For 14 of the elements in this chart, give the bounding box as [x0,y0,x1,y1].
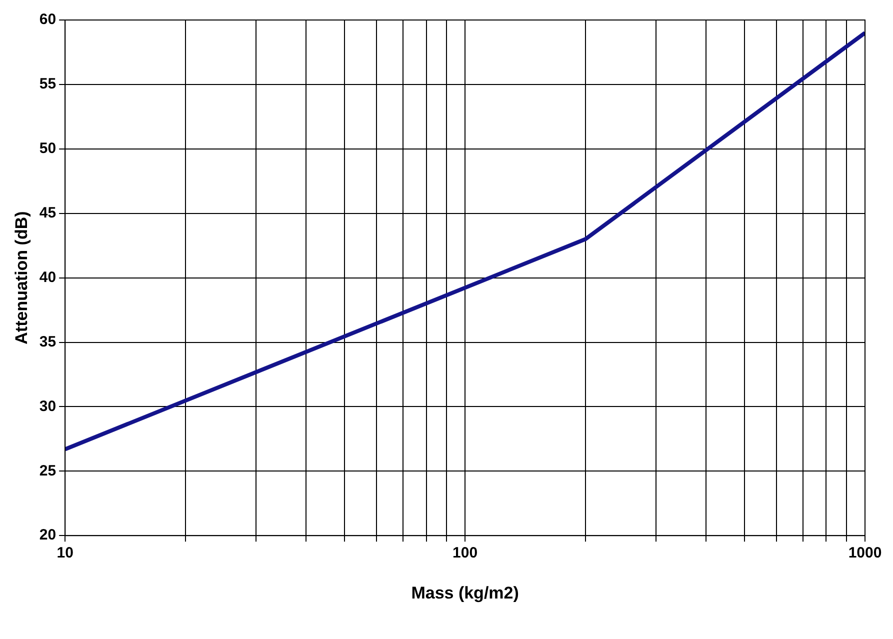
y-tick-label: 60 [39,11,56,28]
y-tick-label: 50 [39,140,56,158]
x-tick-label: 1000 [848,544,882,562]
y-tick-label: 20 [39,526,56,544]
y-tick-label: 55 [39,76,56,93]
y-tick-label: 45 [39,204,56,222]
y-tick-label: 25 [39,462,56,480]
y-tick-label: 40 [39,268,56,286]
y-tick-label: 35 [39,333,56,350]
y-axis-title: Attenuation (dB) [12,211,31,344]
y-tick-label: 30 [39,398,56,415]
x-tick-label: 10 [56,544,74,562]
x-axis-title: Mass (kg/m2) [411,583,519,602]
x-tick-label: 100 [452,544,478,562]
